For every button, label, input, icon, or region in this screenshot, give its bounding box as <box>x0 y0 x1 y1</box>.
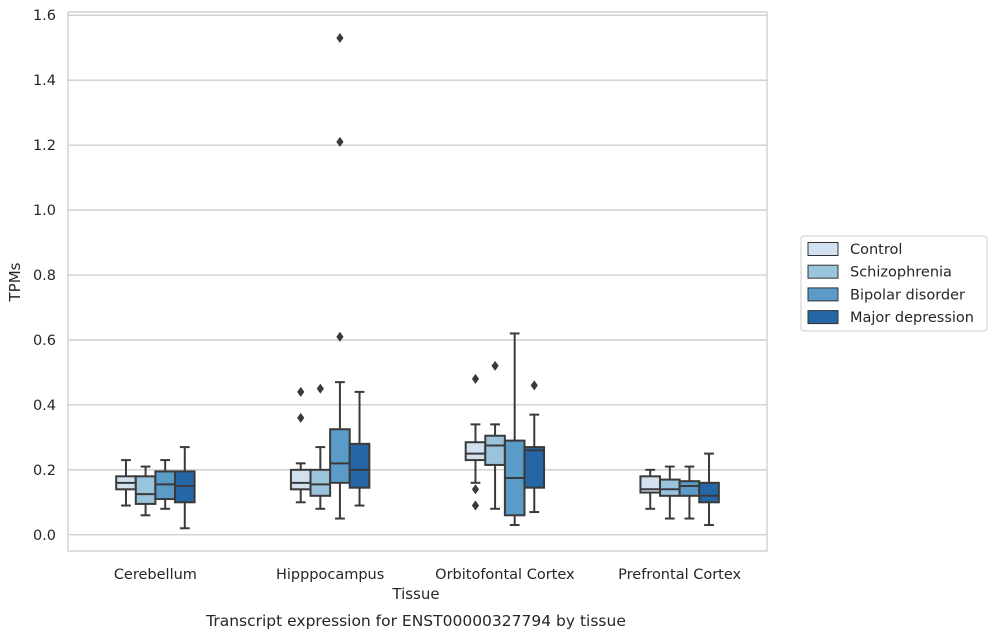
box-series <box>115 32 720 530</box>
iqr-box <box>134 475 157 505</box>
iqr-box <box>309 468 332 497</box>
box-control-orbitofontal-cortex <box>464 373 487 511</box>
y-tick-label: 1.2 <box>33 138 56 154</box>
iqr-box <box>523 446 546 489</box>
outlier-point <box>336 331 344 342</box>
outlier-point <box>471 484 480 495</box>
box-control-cerebellum <box>115 459 137 507</box>
legend-label: Major depression <box>850 310 974 326</box>
outlier-point <box>471 373 480 384</box>
x-axis-title: Tissue <box>391 585 439 603</box>
y-axis-title: TPMs <box>6 262 24 302</box>
x-tick-label: Prefrontal Cortex <box>618 567 741 583</box>
series-bipolar-disorder <box>154 32 701 527</box>
x-tick-label: Hipppocampus <box>276 567 384 583</box>
y-axis-ticks: 0.0 0.2 0.4 0.6 0.8 1.0 1.2 1.4 1.6 <box>33 8 56 544</box>
y-tick-label: 1.6 <box>33 8 56 24</box>
y-tick-label: 0.4 <box>33 398 56 414</box>
box-major-depression-cerebellum <box>173 446 196 530</box>
box-major-depression-orbitofontal-cortex <box>523 380 546 514</box>
box-control-hipppocampus <box>289 386 312 504</box>
y-tick-label: 1.0 <box>33 203 56 219</box>
iqr-box <box>329 428 351 484</box>
legend-label: Control <box>850 242 902 258</box>
box-bipolar-disorder-cerebellum <box>154 459 176 510</box>
box-schizophrenia-prefrontal-cortex <box>659 465 681 520</box>
outlier-point <box>530 380 538 391</box>
outlier-point <box>336 32 344 43</box>
legend-swatch <box>807 242 839 256</box>
outlier-point <box>297 386 305 397</box>
outlier-point <box>297 412 305 423</box>
legend-item-schizophrenia: Schizophrenia <box>807 264 952 281</box>
box-bipolar-disorder-hipppocampus <box>329 32 351 520</box>
legend-swatch <box>807 287 839 302</box>
series-schizophrenia <box>134 360 681 520</box>
box-major-depression-hipppocampus <box>348 390 371 507</box>
box-control-prefrontal-cortex <box>639 468 662 510</box>
legend-label: Schizophrenia <box>850 265 952 281</box>
series-control <box>115 373 662 511</box>
gridlines <box>68 14 767 536</box>
legend-label: Bipolar disorder <box>850 287 965 303</box>
box-schizophrenia-orbitofontal-cortex <box>484 360 506 510</box>
y-tick-label: 0.8 <box>33 268 56 284</box>
y-tick-label: 1.4 <box>33 73 56 89</box>
box-schizophrenia-cerebellum <box>134 465 157 517</box>
box-major-depression-prefrontal-cortex <box>698 452 720 527</box>
iqr-box <box>289 468 312 491</box>
x-tick-label: Cerebellum <box>114 567 197 583</box>
iqr-box <box>698 481 720 504</box>
x-axis-ticks: Cerebellum Hipppocampus Orbitofontal Corte… <box>114 567 742 583</box>
legend-swatch <box>807 264 839 279</box>
y-tick-label: 0.6 <box>33 333 56 349</box>
box-schizophrenia-hipppocampus <box>309 383 332 510</box>
plot-area-frame <box>67 11 768 552</box>
legend-frame <box>800 235 988 332</box>
series-major-depression <box>173 380 720 530</box>
legend-item-major-depression: Major depression <box>807 310 974 326</box>
box-bipolar-disorder-prefrontal-cortex <box>678 465 701 520</box>
box-bipolar-disorder-orbitofontal-cortex <box>503 332 526 527</box>
iqr-box <box>348 442 371 489</box>
legend: Control Schizophrenia Bipolar disorder Majo… <box>800 235 988 332</box>
iqr-box <box>678 480 701 497</box>
chart-caption: Transcript expression for ENST0000032779… <box>205 612 626 630</box>
y-tick-label: 0.2 <box>33 463 56 479</box>
outlier-point <box>316 383 324 394</box>
outlier-point <box>491 360 499 371</box>
legend-swatch <box>807 310 839 325</box>
y-tick-label: 0.0 <box>33 528 56 544</box>
x-tick-label: Orbitofontal Cortex <box>435 567 575 583</box>
outlier-point <box>336 136 344 147</box>
iqr-box <box>464 441 487 462</box>
legend-item-control: Control <box>807 242 902 258</box>
iqr-box <box>659 478 681 497</box>
legend-item-bipolar-disorder: Bipolar disorder <box>807 287 965 303</box>
iqr-box <box>484 434 506 466</box>
outlier-point <box>471 500 480 511</box>
